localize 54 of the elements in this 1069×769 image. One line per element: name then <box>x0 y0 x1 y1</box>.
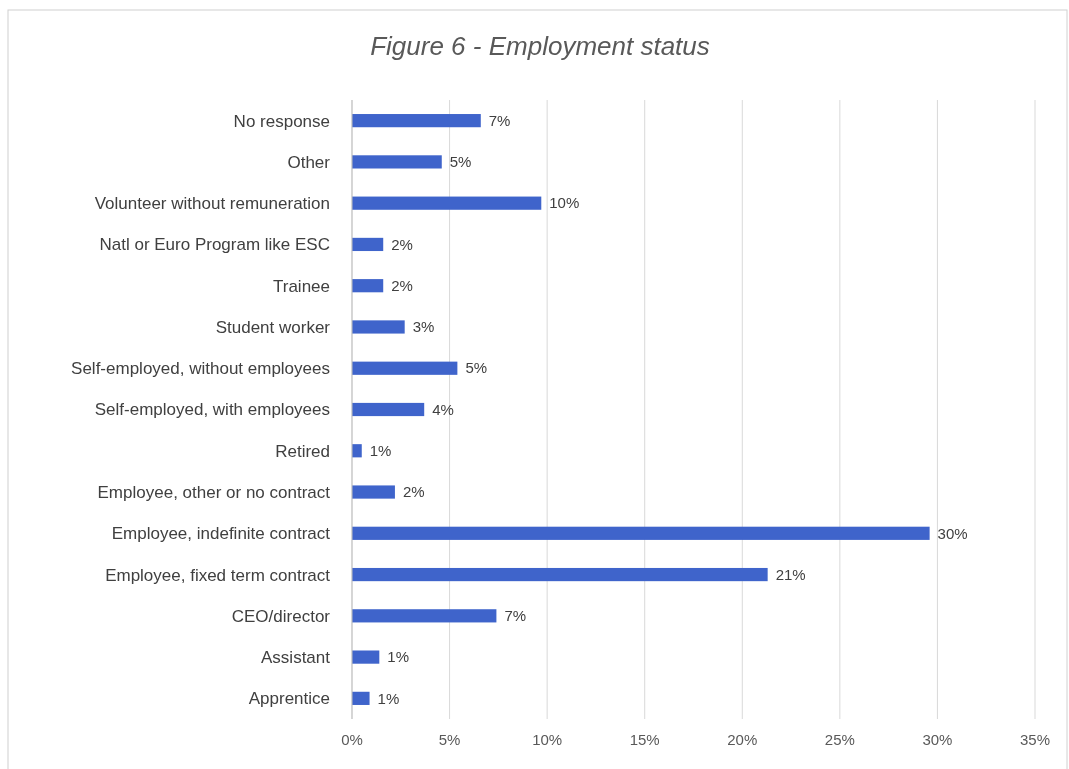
y-tick-label: Employee, fixed term contract <box>105 565 331 585</box>
y-tick-label: Natl or Euro Program like ESC <box>99 235 330 255</box>
data-label: 1% <box>387 648 410 666</box>
data-label: 3% <box>412 318 435 336</box>
bar <box>352 691 370 705</box>
y-tick-label: No response <box>233 111 330 131</box>
bar <box>352 237 384 252</box>
bar <box>352 114 481 128</box>
x-tick-label: 10% <box>532 731 563 748</box>
data-label: 21% <box>775 565 806 583</box>
y-tick-label: CEO/director <box>231 606 331 626</box>
data-label: 2% <box>391 235 413 253</box>
y-tick-label: Other <box>287 152 331 172</box>
bar <box>352 444 362 458</box>
y-tick-label: Retired <box>275 441 330 461</box>
x-tick-label: 25% <box>824 731 855 748</box>
data-label: 7% <box>488 111 511 129</box>
y-tick-label: Self-employed, with employees <box>94 400 330 420</box>
x-tick-label: 0% <box>341 731 363 748</box>
x-tick-label: 5% <box>438 731 461 748</box>
x-tick-label: 35% <box>1019 731 1051 748</box>
bar <box>352 155 442 169</box>
bar <box>352 609 497 623</box>
bar <box>352 196 542 210</box>
bar <box>352 279 384 293</box>
bar <box>352 526 930 540</box>
y-tick-label: Assistant <box>261 648 331 668</box>
y-tick-label: Trainee <box>272 276 330 296</box>
bar <box>352 361 458 375</box>
bar <box>352 320 405 334</box>
data-label: 2% <box>391 276 413 294</box>
y-tick-label: Apprentice <box>248 689 330 709</box>
bar <box>352 567 768 582</box>
data-label: 1% <box>369 442 392 460</box>
y-tick-label: Employee, other or no contract <box>97 482 331 502</box>
x-tick-label: 30% <box>922 731 953 748</box>
data-label: 4% <box>432 400 454 418</box>
x-tick-label: 15% <box>629 731 660 748</box>
data-label: 7% <box>504 607 527 625</box>
data-label: 5% <box>449 153 472 171</box>
bar <box>352 402 425 417</box>
data-label: 30% <box>937 524 968 542</box>
data-label: 10% <box>549 194 580 212</box>
y-tick-label: Self-employed, without employees <box>71 359 330 379</box>
y-tick-label: Volunteer without remuneration <box>94 194 330 214</box>
data-label: 2% <box>402 483 425 501</box>
bar <box>352 650 380 664</box>
bar <box>352 485 395 499</box>
data-label: 5% <box>465 359 488 377</box>
x-tick-label: 20% <box>727 731 758 748</box>
data-label: 1% <box>377 689 400 707</box>
chart-title: Figure 6 - Employment status <box>370 31 710 61</box>
y-tick-label: Employee, indefinite contract <box>111 524 331 544</box>
y-tick-label: Student worker <box>215 317 331 337</box>
